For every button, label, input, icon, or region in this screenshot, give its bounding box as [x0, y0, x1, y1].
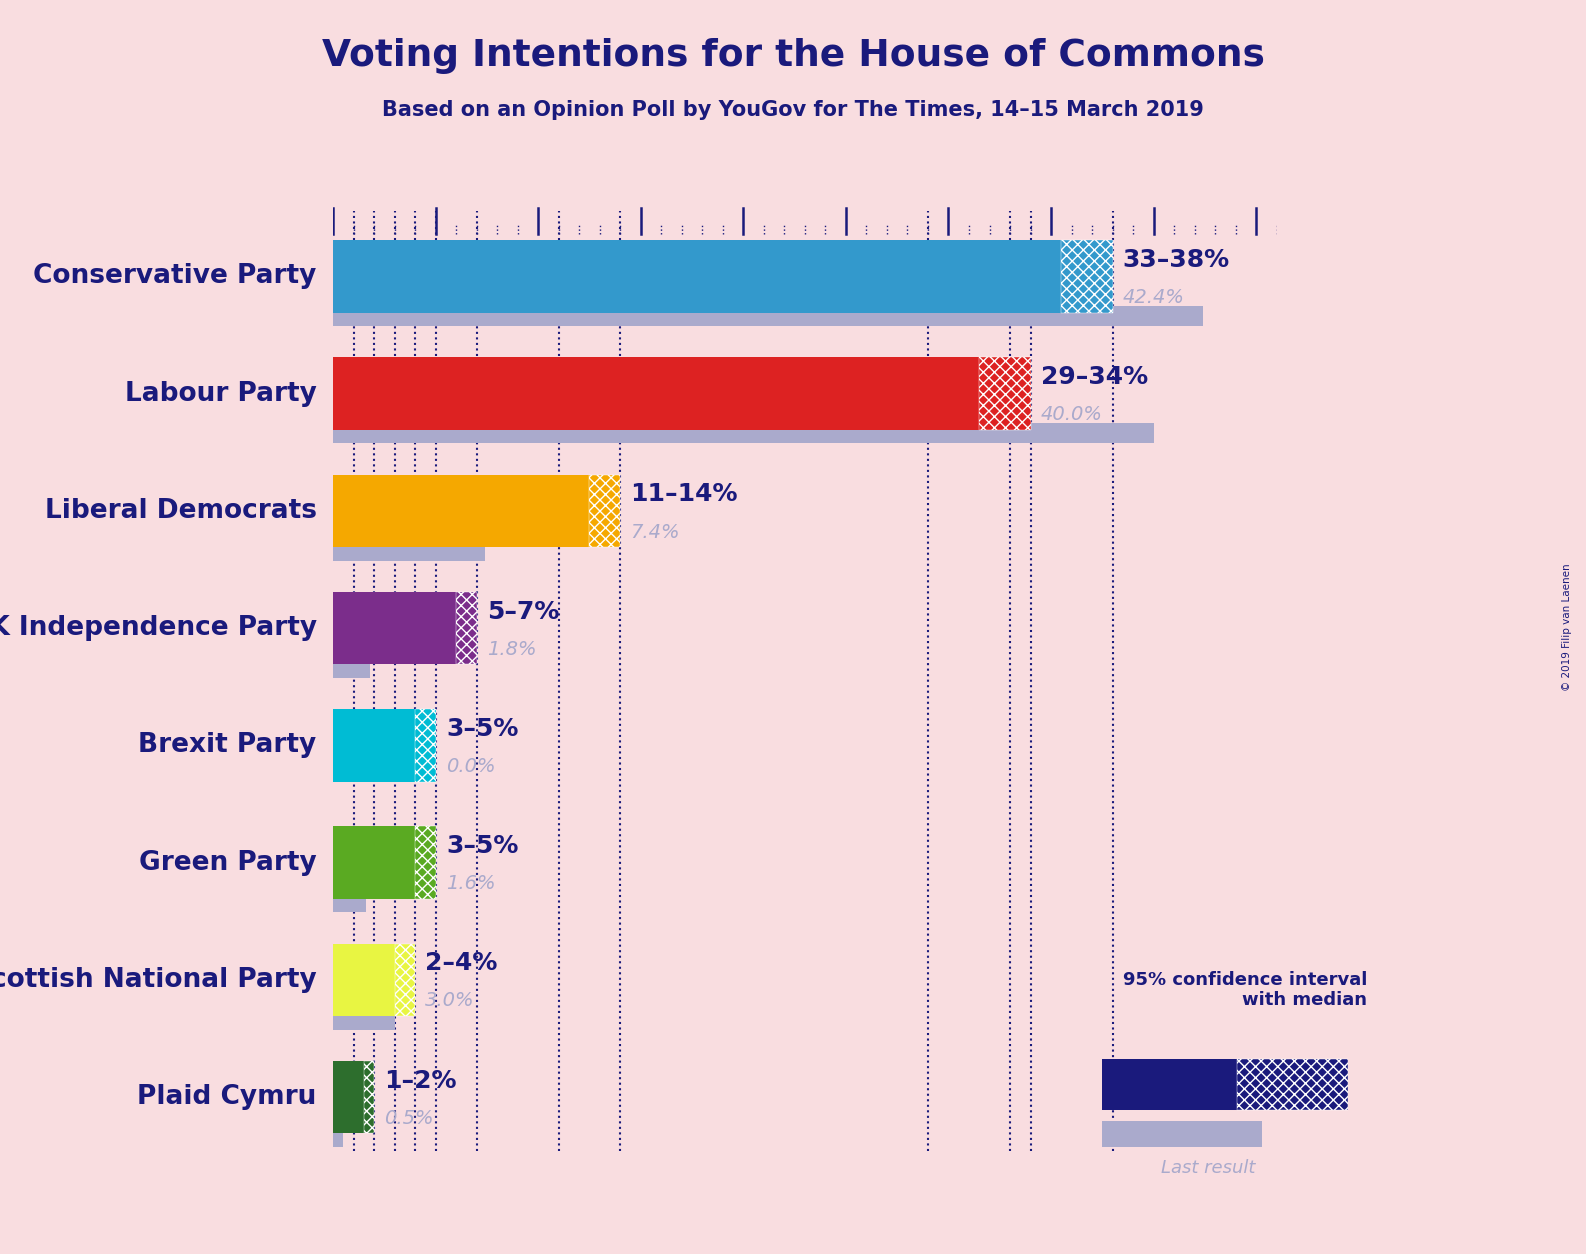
Bar [333, 423, 1153, 444]
Text: 0.5%: 0.5% [384, 1109, 435, 1127]
Bar [1102, 1058, 1237, 1110]
Text: Conservative Party: Conservative Party [33, 263, 317, 290]
Text: 3.0%: 3.0% [425, 992, 474, 1011]
Text: 29–34%: 29–34% [1040, 365, 1148, 389]
Bar [333, 657, 370, 678]
Text: Brexit Party: Brexit Party [138, 732, 317, 759]
Text: 3–5%: 3–5% [446, 834, 519, 858]
Text: 11–14%: 11–14% [631, 483, 737, 507]
Bar [395, 943, 416, 1016]
Text: UK Independence Party: UK Independence Party [0, 616, 317, 641]
Bar [363, 1061, 374, 1134]
Text: 95% confidence interval
with median: 95% confidence interval with median [1123, 971, 1367, 1009]
Text: 2–4%: 2–4% [425, 952, 498, 976]
Bar [457, 592, 477, 665]
Text: Green Party: Green Party [140, 850, 317, 875]
Text: 1.8%: 1.8% [487, 640, 536, 658]
Bar [333, 592, 457, 665]
Bar [333, 709, 416, 781]
Bar [1102, 1121, 1262, 1147]
Text: 33–38%: 33–38% [1123, 248, 1231, 272]
Bar [1061, 240, 1113, 312]
Text: Last result: Last result [1161, 1159, 1256, 1176]
Text: Based on an Opinion Poll by YouGov for The Times, 14–15 March 2019: Based on an Opinion Poll by YouGov for T… [382, 100, 1204, 120]
Text: 0.0%: 0.0% [446, 757, 495, 776]
Bar [333, 474, 590, 547]
Text: Labour Party: Labour Party [125, 381, 317, 406]
Text: 3–5%: 3–5% [446, 717, 519, 741]
Bar [333, 1061, 363, 1134]
Text: Liberal Democrats: Liberal Democrats [44, 498, 317, 524]
Text: 42.4%: 42.4% [1123, 288, 1185, 307]
Text: Scottish National Party: Scottish National Party [0, 967, 317, 993]
Bar [333, 357, 979, 430]
Text: 1–2%: 1–2% [384, 1068, 457, 1092]
Bar [333, 943, 395, 1016]
Bar [333, 826, 416, 899]
Bar [333, 240, 1061, 312]
Bar [979, 357, 1031, 430]
Text: 5–7%: 5–7% [487, 599, 560, 623]
Bar [333, 892, 366, 913]
Bar [590, 474, 620, 547]
Text: Voting Intentions for the House of Commons: Voting Intentions for the House of Commo… [322, 38, 1264, 74]
Bar [416, 709, 436, 781]
Bar [333, 540, 485, 561]
Text: 40.0%: 40.0% [1040, 405, 1102, 424]
Text: 1.6%: 1.6% [446, 874, 495, 893]
Bar [333, 1126, 343, 1147]
Bar [1237, 1058, 1348, 1110]
Bar [333, 306, 1202, 326]
Bar [416, 826, 436, 899]
Bar [333, 1009, 395, 1030]
Text: © 2019 Filip van Laenen: © 2019 Filip van Laenen [1562, 563, 1572, 691]
Text: 7.4%: 7.4% [631, 523, 680, 542]
Text: Plaid Cymru: Plaid Cymru [138, 1085, 317, 1110]
